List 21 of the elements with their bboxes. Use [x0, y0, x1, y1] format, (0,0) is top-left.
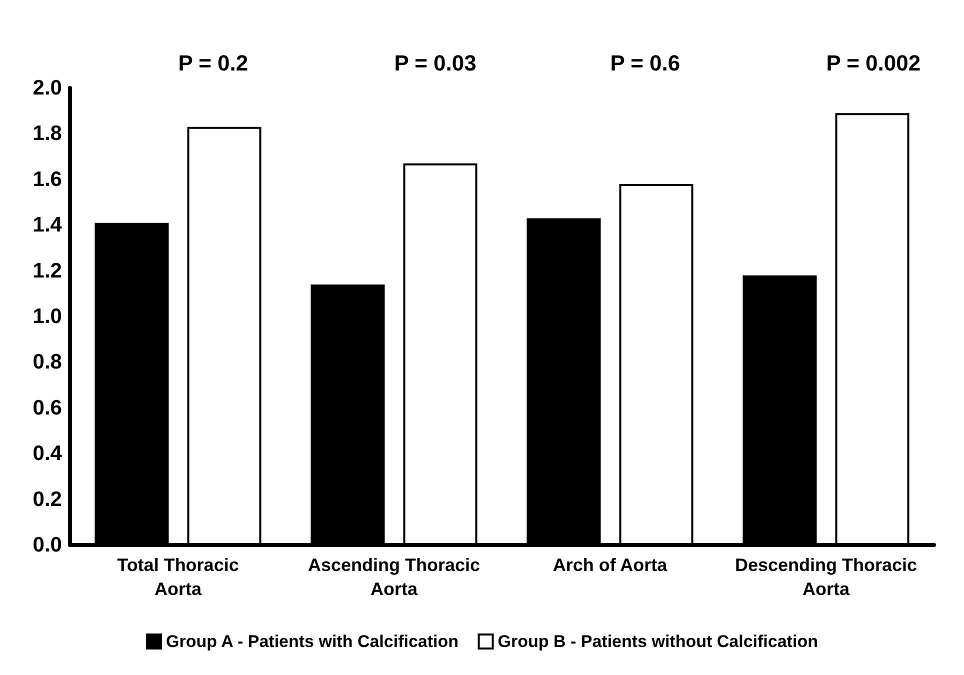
y-tick-label: 1.6 [32, 168, 62, 191]
x-tick-label: Total Thoracic Aorta [117, 555, 239, 599]
text: P = 0.03 [394, 50, 476, 76]
y-tick-label: 1.2 [32, 259, 62, 282]
y-tick-label: 0.6 [32, 396, 62, 420]
text: P = 0.002 [826, 50, 921, 76]
x-tick-label: Ascending Thoracic Aorta [308, 555, 480, 599]
y-tick-label: 0.8 [32, 350, 62, 374]
y-tick-label: 1.0 [32, 305, 62, 328]
text: P = 0.6 [610, 50, 680, 76]
y-tick-label: 1.4 [32, 214, 62, 237]
y-tick-label: 1.8 [32, 122, 62, 146]
legend-label: Group A - Patients with Calcification [166, 632, 459, 651]
y-tick-label: 0.4 [32, 442, 62, 466]
y-tick-label: 0.0 [32, 534, 62, 556]
x-tick-label: Descending Thoracic Aorta [734, 555, 918, 599]
y-tick-label: 0.2 [32, 488, 62, 511]
legend-label: Group B - Patients without Calcification [498, 632, 818, 651]
y-tick-label: 2.0 [32, 76, 62, 100]
x-tick-label: Arch of Aorta [552, 555, 668, 575]
text: P = 0.2 [178, 50, 248, 76]
